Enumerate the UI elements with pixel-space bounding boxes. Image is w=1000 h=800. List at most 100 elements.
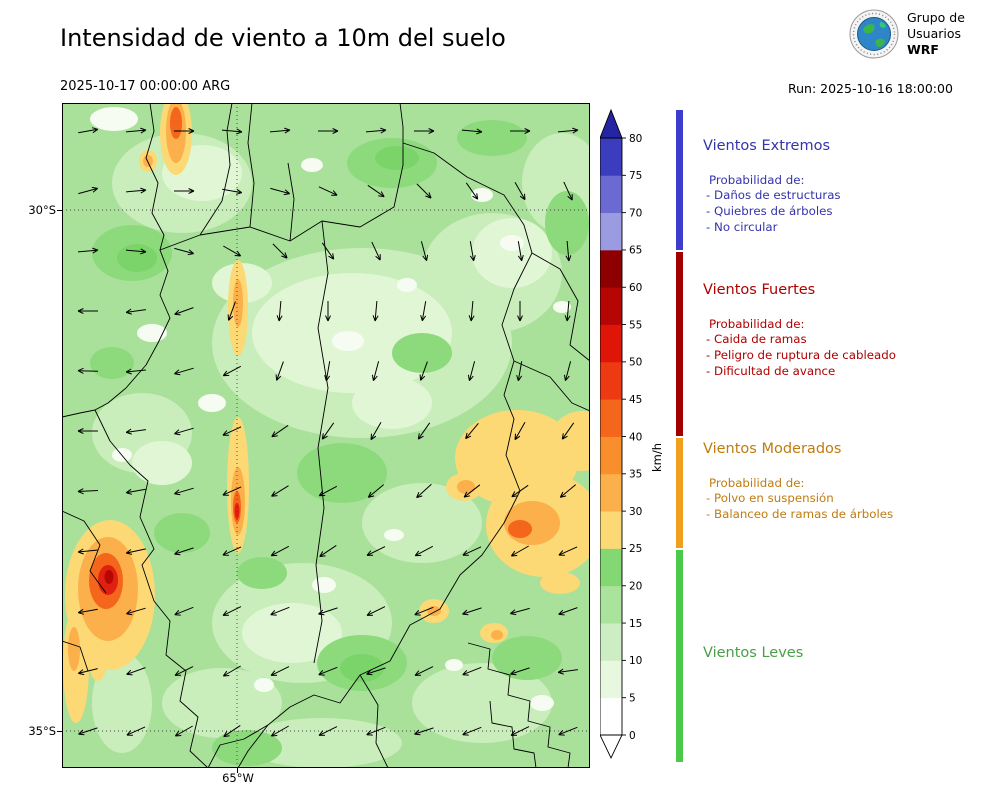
wind-arrow: [77, 608, 98, 615]
wind-arrow: [269, 127, 291, 134]
legend-strip: [676, 110, 683, 764]
colorbar-segment-25-30: [600, 511, 622, 549]
logo-line-1: Grupo de: [907, 10, 965, 25]
wind-arrow: [271, 424, 289, 438]
wind-arrow: [563, 181, 573, 201]
wind-arrow: [509, 607, 530, 616]
logo-line-2: Usuarios: [907, 26, 962, 41]
wind-arrow: [174, 188, 195, 194]
legend-section-fuertes: Vientos Fuertes Probabilidad de: - Caida d…: [703, 282, 998, 380]
wind-arrow: [222, 188, 243, 195]
wind-arrow: [125, 127, 147, 134]
wind-arrow: [420, 301, 427, 322]
legend-probability-label: Probabilidad de:: [709, 317, 805, 331]
wind-arrow: [366, 726, 386, 736]
colorbar-segment-60-65: [600, 249, 622, 288]
map-border: [62, 103, 590, 768]
wind-arrow: [223, 724, 241, 738]
wind-arrow: [174, 427, 194, 436]
wind-arrow: [174, 487, 194, 496]
lat-label-30s: 30°S: [28, 203, 56, 217]
colorbar-segment-5-10: [600, 660, 622, 699]
colorbar-tick-label: 15: [629, 618, 642, 630]
lat-tick-30s: [57, 210, 62, 211]
wind-arrow: [125, 368, 146, 375]
colorbar-segment-30-35: [600, 473, 622, 512]
colorbar-tick-label: 45: [629, 394, 642, 406]
wind-arrow: [462, 546, 482, 556]
colorbar-segment-15-20: [600, 585, 622, 624]
wind-arrow: [462, 666, 482, 676]
colorbar-tick-label: 10: [629, 655, 642, 667]
wind-arrow: [77, 428, 98, 434]
wind-arrow: [270, 606, 290, 616]
wind-arrow: [370, 422, 382, 441]
lon-label-65w: 65°W: [222, 771, 254, 785]
wind-arrow: [174, 725, 193, 737]
colorbar-tick-label: 70: [629, 207, 642, 219]
logo-text: Grupo de Usuarios WRF: [907, 8, 965, 58]
wind-arrow: [125, 548, 146, 555]
wind-arrow: [564, 300, 571, 322]
wind-arrow: [276, 300, 283, 322]
wind-arrow: [223, 245, 242, 257]
wind-arrow: [126, 726, 146, 736]
wind-speed-shading: [62, 103, 590, 768]
wrf-logo: Grupo de Usuarios WRF: [848, 8, 965, 60]
wind-arrow: [222, 365, 242, 377]
wind-arrow: [270, 545, 290, 557]
admin-boundaries: [62, 103, 590, 768]
colorbar-tick-label: 20: [629, 581, 642, 593]
colorbar-segment-0-5: [600, 697, 622, 736]
wind-arrow: [414, 606, 434, 616]
colorbar-tick-label: 80: [629, 133, 642, 145]
wind-arrow: [469, 241, 476, 262]
colorbar: 0 5 10 15 20 25 30 35 40 45 50 55 60 65 70 75 80: [600, 108, 642, 760]
wind-arrow: [318, 485, 338, 497]
wind-arrow: [270, 666, 290, 676]
colorbar-tick-label: 50: [629, 357, 642, 369]
wind-arrow: [419, 361, 428, 381]
legend-section-leves: Vientos Leves: [703, 645, 998, 661]
colorbar-tick-label: 55: [629, 319, 642, 331]
wind-arrow: [222, 486, 242, 496]
wind-arrow: [558, 546, 578, 556]
wind-arrow: [367, 484, 385, 498]
wind-arrow: [416, 183, 432, 199]
wind-arrow: [510, 128, 531, 134]
colorbar-tick-label: 65: [629, 245, 642, 257]
colorbar-segment-55-60: [600, 287, 622, 325]
wind-arrow: [222, 606, 242, 616]
wind-arrow: [557, 127, 579, 134]
legend-section-moderados: Vientos Moderados Probabilidad de: - Polvo…: [703, 441, 998, 522]
wind-arrow: [465, 422, 479, 440]
colorbar-tick-label: 40: [629, 431, 642, 443]
wind-arrow: [77, 488, 99, 495]
colorbar-unit-label: km/h: [650, 442, 664, 472]
legend-item: - Daños de estructuras: [706, 188, 841, 202]
colorbar-segment-75-80: [600, 138, 622, 176]
wind-arrow: [77, 548, 98, 555]
wind-arrow: [125, 428, 146, 435]
wind-arrow: [367, 184, 385, 198]
wind-arrow: [174, 247, 195, 256]
wind-arrow: [325, 301, 331, 322]
wind-arrow: [371, 241, 381, 261]
wind-arrow: [517, 301, 523, 322]
colorbar-segment-35-40: [600, 436, 622, 475]
wind-arrow: [414, 545, 434, 557]
legend-heading-extremos: Vientos Extremos: [703, 138, 831, 154]
colorbar-segment-70-75: [600, 175, 622, 214]
wind-arrow: [558, 726, 578, 736]
wind-arrow: [270, 187, 291, 196]
legend-item: - Quiebres de árboles: [706, 204, 833, 219]
wind-arrow: [468, 300, 475, 322]
legend-item: - Caida de ramas: [706, 332, 807, 346]
wind-arrow: [467, 361, 476, 382]
legend-section-extremos: Vientos Extremos Probabilidad de: - Daños …: [703, 138, 998, 236]
wind-arrow: [126, 607, 146, 616]
lat-label-35s: 35°S: [28, 724, 56, 738]
colorbar-arrow-bottom: [600, 734, 623, 760]
legend-heading-leves: Vientos Leves: [703, 645, 804, 661]
